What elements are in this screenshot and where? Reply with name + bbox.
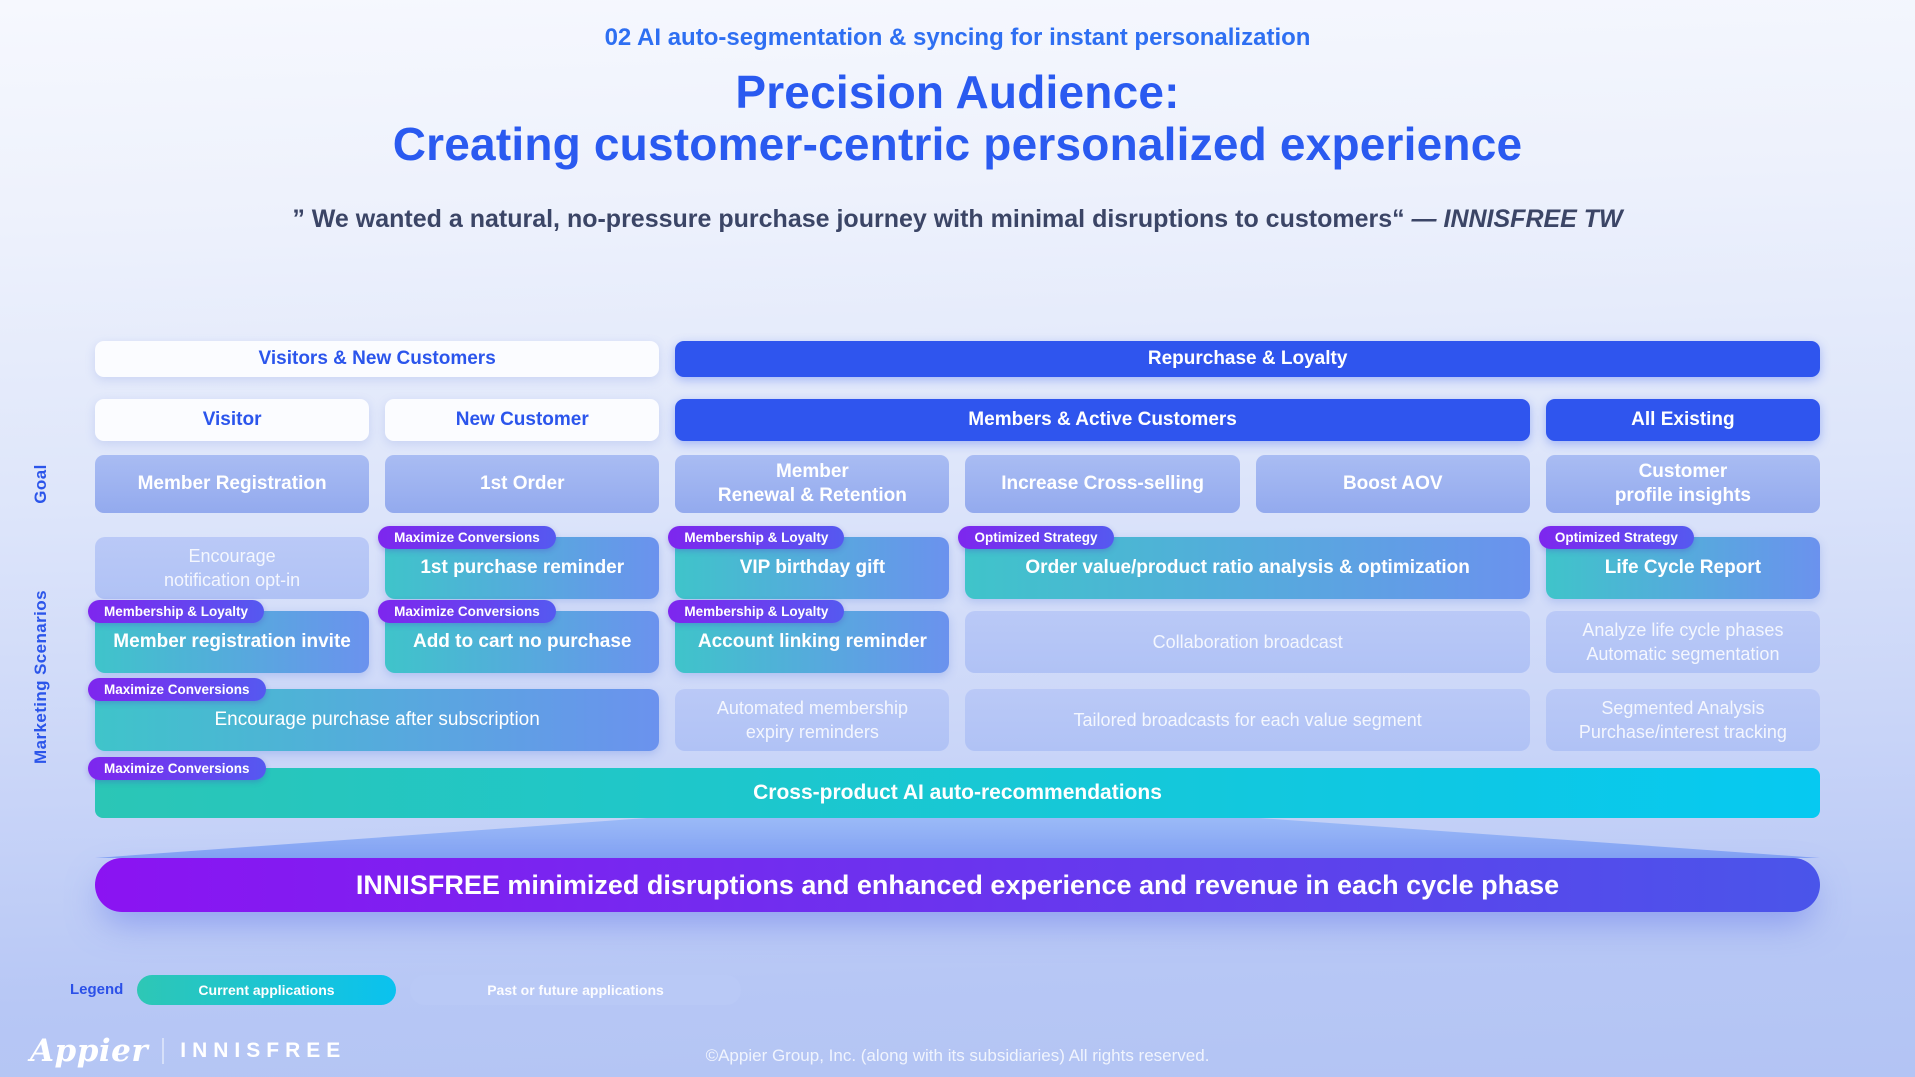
axis-label-marketing-scenarios: Marketing Scenarios bbox=[31, 590, 50, 764]
badge-optimized-strategy: Optimized Strategy bbox=[1538, 526, 1694, 549]
goal-member-renewal-retention: Member Renewal & Retention bbox=[675, 455, 950, 513]
title-line-1: Precision Audience: bbox=[735, 66, 1180, 118]
sub-header-visitor: Visitor bbox=[95, 399, 370, 441]
axis-label-goal: Goal bbox=[31, 464, 50, 504]
scenario-life-cycle-report: Optimized Strategy Life Cycle Report bbox=[1538, 526, 1820, 599]
sub-header-new-customer: New Customer bbox=[385, 399, 660, 441]
badge-maximize-conversions: Maximize Conversions bbox=[378, 600, 556, 623]
brand-separator bbox=[162, 1038, 165, 1064]
badge-maximize-conversions: Maximize Conversions bbox=[88, 757, 266, 780]
goal-increase-cross-selling: Increase Cross-selling bbox=[965, 455, 1240, 513]
badge-maximize-conversions: Maximize Conversions bbox=[88, 678, 266, 701]
scenario-automated-membership-expiry: Automated membership expiry reminders bbox=[675, 689, 950, 751]
group-header-repurchase-loyalty: Repurchase & Loyalty bbox=[675, 341, 1820, 377]
goal-boost-aov: Boost AOV bbox=[1255, 455, 1530, 513]
badge-membership-loyalty: Membership & Loyalty bbox=[668, 600, 845, 623]
scenario-encourage-purchase-after-subscription: Maximize Conversions Encourage purchase a… bbox=[88, 678, 660, 751]
sub-header-members-active: Members & Active Customers bbox=[675, 399, 1530, 441]
scenario-account-linking-reminder: Membership & Loyalty Account linking remi… bbox=[668, 600, 950, 673]
badge-membership-loyalty: Membership & Loyalty bbox=[668, 526, 845, 549]
innisfree-logo: INNISFREE bbox=[180, 1039, 347, 1062]
scenario-1st-purchase-reminder: Maximize Conversions 1st purchase reminde… bbox=[378, 526, 660, 599]
footer-brands: Appier INNISFREE bbox=[30, 1030, 346, 1072]
copyright-notice: ©Appier Group, Inc. (along with its subs… bbox=[705, 1046, 1210, 1065]
badge-optimized-strategy: Optimized Strategy bbox=[958, 526, 1114, 549]
scenario-analyze-life-cycle-phases: Analyze life cycle phases Automatic segme… bbox=[1545, 611, 1820, 673]
legend-current-applications: Current applications bbox=[137, 975, 396, 1005]
scenario-vip-birthday-gift: Membership & Loyalty VIP birthday gift bbox=[668, 526, 950, 599]
scenario-encourage-notification-opt-in: Encourage notification opt-in bbox=[95, 537, 370, 599]
quote-text: ” We wanted a natural, no-pressure purch… bbox=[292, 205, 1412, 233]
goal-customer-profile-insights: Customer profile insights bbox=[1545, 455, 1820, 513]
appier-logo: Appier bbox=[30, 1033, 149, 1069]
scenario-segmented-analysis: Segmented Analysis Purchase/interest trac… bbox=[1545, 689, 1820, 751]
scenario-add-to-cart-no-purchase: Maximize Conversions Add to cart no purch… bbox=[378, 600, 660, 673]
legend-label: Legend bbox=[70, 981, 124, 998]
quote-attribution: — INNISFREE TW bbox=[1411, 205, 1623, 233]
segment-matrix: Visitors & New Customers Repurchase & Lo… bbox=[88, 341, 1820, 818]
scenario-member-registration-invite: Membership & Loyalty Member registration … bbox=[88, 600, 370, 673]
legend-past-future-applications: Past or future applications bbox=[410, 975, 741, 1005]
title-line-2: Creating customer-centric personalized e… bbox=[392, 118, 1523, 170]
summary-banner: INNISFREE minimized disruptions and enha… bbox=[95, 858, 1820, 912]
badge-membership-loyalty: Membership & Loyalty bbox=[88, 600, 265, 623]
goal-member-registration: Member Registration bbox=[95, 455, 370, 513]
scenario-order-value-ratio-analysis: Optimized Strategy Order value/product ra… bbox=[958, 526, 1530, 599]
scenario-tailored-broadcasts: Tailored broadcasts for each value segme… bbox=[965, 689, 1530, 751]
sub-header-all-existing: All Existing bbox=[1545, 399, 1820, 441]
badge-maximize-conversions: Maximize Conversions bbox=[378, 526, 556, 549]
goal-1st-order: 1st Order bbox=[385, 455, 660, 513]
group-header-visitors-new-customers: Visitors & New Customers bbox=[95, 341, 660, 377]
slide-title: Precision Audience: Creating customer-ce… bbox=[0, 66, 1915, 170]
slide-eyebrow: 02 AI auto-segmentation & syncing for in… bbox=[604, 24, 1311, 51]
scenario-collaboration-broadcast: Collaboration broadcast bbox=[965, 611, 1530, 673]
cross-product-recommendations-bar: Maximize Conversions Cross-product AI aut… bbox=[88, 757, 1820, 818]
customer-quote: ” We wanted a natural, no-pressure purch… bbox=[0, 205, 1915, 234]
funnel-glow bbox=[95, 818, 1820, 858]
